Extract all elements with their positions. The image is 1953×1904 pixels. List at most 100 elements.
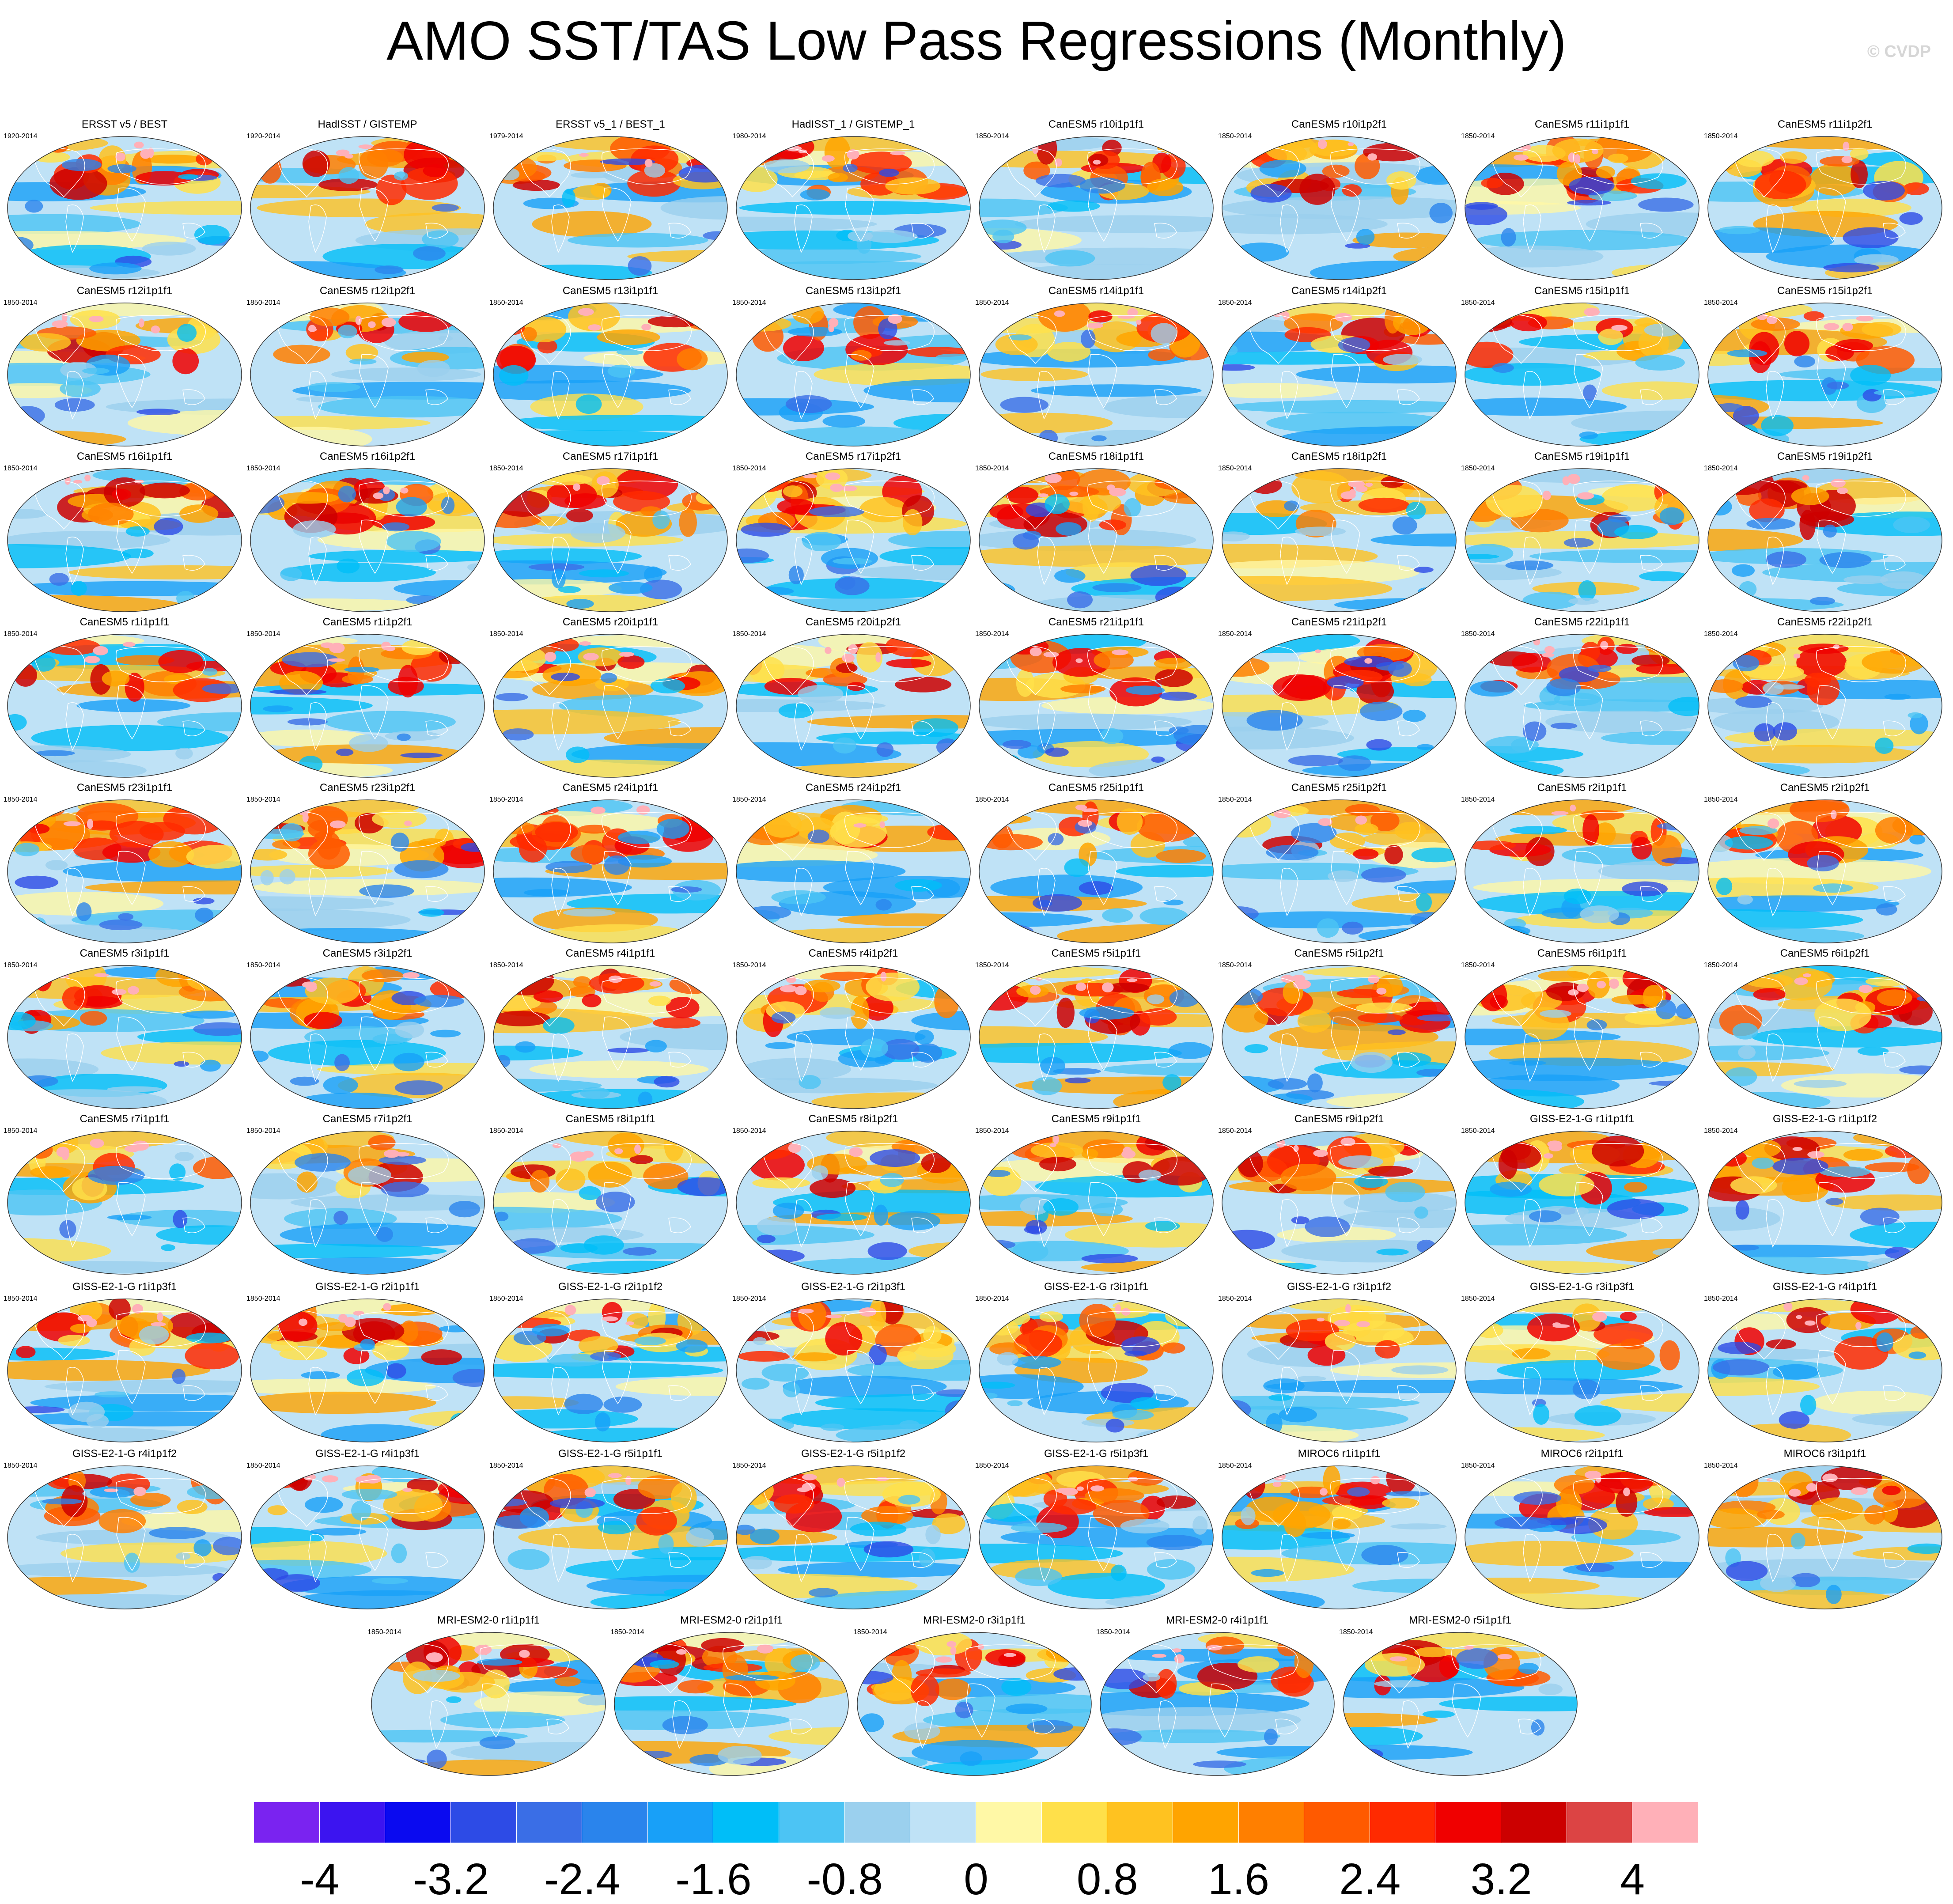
warm-anomaly <box>1850 148 1869 160</box>
map-panel: CanESM5 r20i1p1f1 1850-2014 <box>489 616 731 782</box>
cold-anomaly <box>523 889 571 897</box>
cold-anomaly <box>1350 1052 1393 1073</box>
continent-outline <box>1037 1367 1056 1416</box>
continent-outline <box>1331 187 1360 242</box>
panel-years: 1850-2014 <box>1461 630 1495 638</box>
extreme-anomaly <box>798 1309 814 1313</box>
warm-anomaly <box>125 673 144 702</box>
anomaly-band <box>532 211 652 237</box>
cold-anomaly <box>507 430 545 436</box>
panel-title: CanESM5 r16i1p2f1 <box>319 450 416 462</box>
warm-anomaly <box>1877 989 1912 1007</box>
colorbar-box <box>910 1802 976 1843</box>
continent-outline <box>1004 645 1057 696</box>
cold-anomaly <box>1056 522 1082 536</box>
warm-anomaly <box>836 663 858 673</box>
continent-outline <box>1088 1182 1117 1237</box>
cold-anomaly <box>894 879 942 892</box>
panel-title: CanESM5 r17i1p2f1 <box>805 450 901 462</box>
regression-map <box>1707 1298 1942 1442</box>
colorbar-box <box>450 1802 517 1843</box>
cold-anomaly <box>1823 263 1879 273</box>
warm-anomaly <box>27 1141 53 1159</box>
extreme-anomaly <box>795 986 807 996</box>
cold-anomaly <box>1124 1351 1147 1357</box>
extreme-anomaly <box>1345 1304 1351 1313</box>
extreme-anomaly <box>1313 1150 1328 1157</box>
continent-outline <box>1766 702 1784 751</box>
anomaly-band <box>783 1375 947 1397</box>
cold-anomaly <box>1338 1155 1383 1168</box>
extreme-anomaly <box>1082 808 1098 813</box>
anomaly-band <box>1222 1396 1420 1410</box>
continent-outline <box>1088 187 1117 242</box>
regression-map <box>1465 468 1699 612</box>
cold-anomaly <box>381 1181 429 1197</box>
cold-anomaly <box>1607 1199 1665 1219</box>
continent-outline <box>116 148 206 185</box>
warm-anomaly <box>617 655 645 669</box>
continent-outline <box>1280 204 1298 253</box>
warm-anomaly <box>1157 141 1208 155</box>
anomaly-band <box>1708 416 1883 430</box>
continent-outline <box>794 204 813 253</box>
cold-anomaly <box>1765 551 1806 568</box>
map-panel: CanESM5 r14i1p1f1 1850-2014 <box>975 285 1217 451</box>
warm-anomaly <box>44 638 100 655</box>
regression-map <box>1465 965 1699 1109</box>
extreme-anomaly <box>404 820 412 826</box>
warm-anomaly <box>1467 840 1516 850</box>
regression-map <box>7 965 242 1109</box>
warm-anomaly <box>278 1311 318 1341</box>
continent-outline <box>602 646 692 682</box>
map-panel: CanESM5 r19i1p2f1 1850-2014 <box>1704 450 1946 617</box>
map-border <box>979 634 1214 778</box>
cold-anomaly <box>717 1745 762 1765</box>
cold-anomaly <box>1000 397 1049 413</box>
panel-title: CanESM5 r14i1p1f1 <box>1048 285 1144 297</box>
continent-outline <box>1087 977 1177 1014</box>
continent-outline <box>1523 1367 1541 1416</box>
map-border <box>1222 965 1457 1109</box>
regression-map <box>1707 136 1942 280</box>
continent-outline <box>1037 1199 1056 1248</box>
anomaly-band <box>1222 727 1355 749</box>
panel-title: GISS-E2-1-G r4i1p1f1 <box>1772 1281 1877 1293</box>
panel-years: 1850-2014 <box>4 465 38 472</box>
continent-outline <box>1766 1367 1784 1416</box>
continent-outline <box>116 1517 146 1571</box>
extreme-anomaly <box>138 318 144 328</box>
warm-anomaly <box>722 1654 748 1686</box>
cold-anomaly <box>323 1076 358 1094</box>
extreme-anomaly <box>1367 975 1380 984</box>
cold-anomaly <box>878 1756 928 1768</box>
warm-anomaly <box>682 305 727 330</box>
cold-anomaly <box>82 367 110 375</box>
anomaly-band <box>281 1576 483 1596</box>
continent-outline <box>275 1310 328 1360</box>
anomaly-band <box>1601 381 1699 400</box>
cold-anomaly <box>543 1017 575 1034</box>
map-panel: GISS-E2-1-G r5i1p3f1 1850-2014 <box>975 1448 1217 1614</box>
warm-anomaly <box>544 1473 589 1506</box>
continent-outline <box>844 1143 935 1179</box>
warm-anomaly <box>90 664 112 695</box>
cold-anomaly <box>1291 1216 1310 1224</box>
continent-outline <box>723 1683 753 1738</box>
continent-outline <box>1330 977 1420 1014</box>
cold-anomaly <box>1100 728 1124 744</box>
warm-anomaly <box>1596 1343 1655 1370</box>
extreme-anomaly <box>299 1318 308 1326</box>
anomaly-band <box>1370 533 1456 547</box>
panel-years: 1850-2014 <box>1218 299 1252 307</box>
regression-map <box>736 799 971 943</box>
warm-anomaly <box>250 848 288 861</box>
cold-anomaly <box>870 1149 920 1167</box>
extreme-anomaly <box>1497 1654 1513 1660</box>
cold-anomaly <box>579 569 629 578</box>
anomaly-band <box>1712 709 1839 734</box>
continent-outline <box>182 720 205 736</box>
warm-anomaly <box>1735 150 1774 167</box>
map-border <box>1465 1131 1699 1275</box>
map-panel: ERSST v5_1 / BEST_1 1979-2014 <box>489 118 731 284</box>
